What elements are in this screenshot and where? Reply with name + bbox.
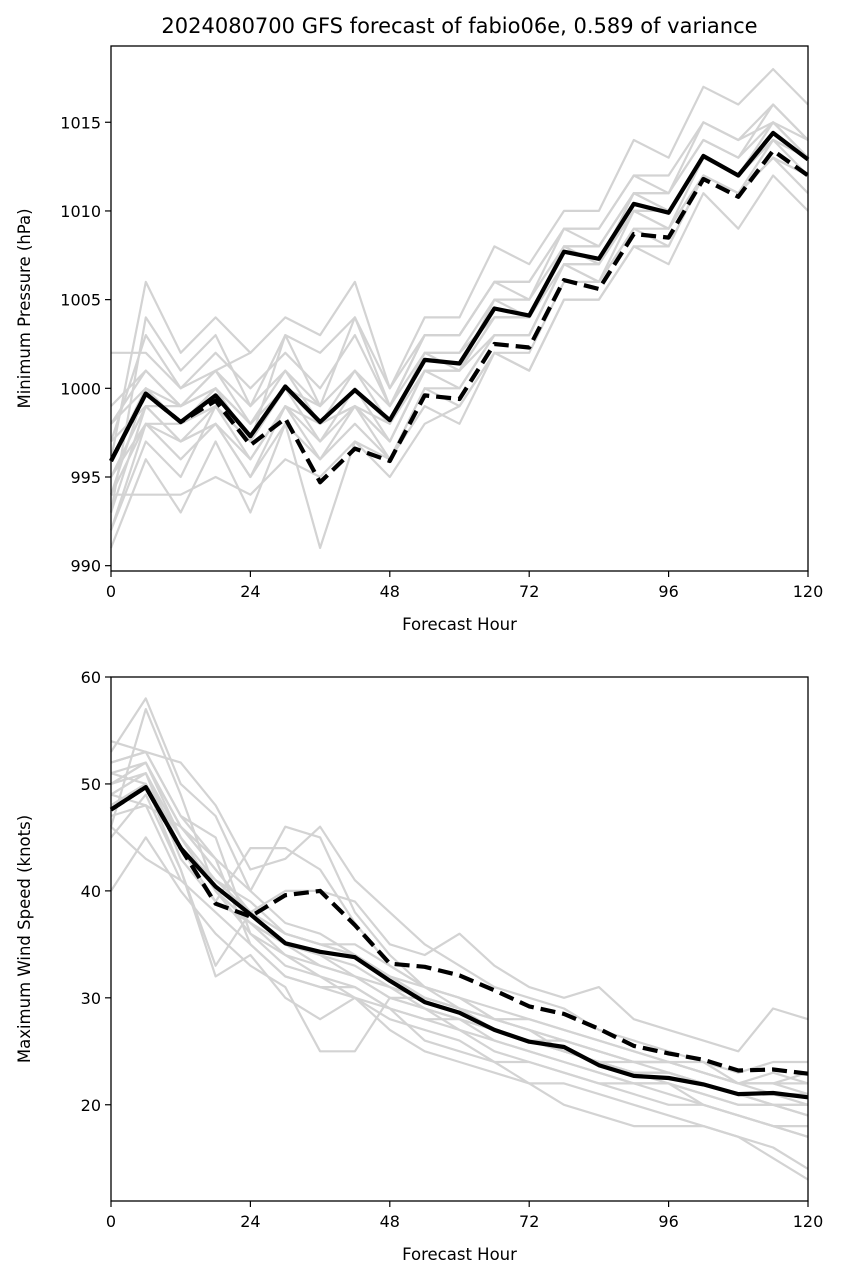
wind-ensemble-line-6 bbox=[110, 836, 808, 1106]
wind-y-tick-label: 50 bbox=[81, 775, 101, 794]
wind-ensemble-line-10 bbox=[110, 782, 809, 1181]
wind-ensemble-line-19 bbox=[110, 793, 809, 1106]
pressure-ensemble-line-3 bbox=[109, 156, 809, 531]
pressure-ensemble-line-19 bbox=[110, 138, 809, 496]
wind-ensemble-line-2 bbox=[110, 761, 808, 1096]
pressure-ensemble-line-6 bbox=[109, 174, 809, 550]
wind-x-tick-label: 0 bbox=[106, 1212, 116, 1231]
pressure-y-tick-label: 1005 bbox=[60, 291, 101, 310]
pressure-dashed-mean-line bbox=[109, 148, 810, 485]
pressure-x-tick-label: 96 bbox=[658, 582, 678, 601]
pressure-x-tick-label: 72 bbox=[519, 582, 539, 601]
pressure-ensemble-line-14 bbox=[110, 138, 809, 478]
pressure-solid-mean-line bbox=[109, 130, 810, 462]
wind-ensemble-line-20 bbox=[110, 825, 182, 882]
wind-y-tick-label: 60 bbox=[81, 668, 101, 687]
wind-ensemble-line-17 bbox=[110, 750, 808, 1085]
pressure-panel: 0 24 48 72 96 120 990 995 1000 1005 1010 1015 Foreca… bbox=[15, 45, 824, 634]
wind-x-tick-label: 48 bbox=[380, 1212, 400, 1231]
pressure-y-tick-label: 1010 bbox=[60, 202, 101, 221]
wind-y-axis-label: Maximum Wind Speed (knots) bbox=[15, 815, 34, 1063]
pressure-ensemble-line-13 bbox=[110, 121, 809, 425]
pressure-y-tick-label: 990 bbox=[70, 557, 101, 576]
pressure-ensemble-line-7 bbox=[110, 121, 809, 425]
wind-solid-mean-line bbox=[109, 784, 809, 1100]
wind-y-tick-label: 30 bbox=[81, 989, 101, 1008]
pressure-ensemble-line-10 bbox=[111, 156, 809, 496]
pressure-y-axis-label: Minimum Pressure (hPa) bbox=[15, 208, 34, 408]
pressure-y-tick-label: 1015 bbox=[60, 113, 101, 132]
pressure-x-axis-label: Forecast Hour bbox=[402, 615, 517, 634]
wind-ensemble-line-9 bbox=[110, 750, 809, 1138]
wind-panel: 0 24 48 72 96 120 20 30 40 50 60 Forecast Hour Maxim… bbox=[15, 668, 823, 1264]
wind-ensemble-line-12 bbox=[110, 804, 809, 1170]
pressure-x-tick-label: 120 bbox=[793, 582, 824, 601]
wind-ensemble-line-7 bbox=[110, 793, 809, 1053]
wind-x-tick-label: 120 bbox=[793, 1212, 824, 1231]
wind-y-tick-label: 20 bbox=[81, 1096, 101, 1115]
wind-dashed-mean-line bbox=[109, 784, 809, 1076]
pressure-ensemble-line-5 bbox=[109, 103, 809, 513]
wind-x-tick-label: 96 bbox=[658, 1212, 678, 1231]
pressure-plot-frame bbox=[110, 45, 809, 572]
wind-y-tick-label: 40 bbox=[81, 882, 101, 901]
wind-x-tick-label: 24 bbox=[240, 1212, 260, 1231]
pressure-x-tick-label: 24 bbox=[240, 582, 260, 601]
pressure-x-tick-label: 48 bbox=[380, 582, 400, 601]
wind-ensemble-line-11 bbox=[110, 772, 809, 1138]
wind-ensemble-line-16 bbox=[110, 782, 808, 1074]
wind-x-axis-label: Forecast Hour bbox=[402, 1245, 517, 1264]
wind-ensemble-line-15 bbox=[110, 761, 808, 1128]
pressure-ensemble-line-4 bbox=[109, 67, 809, 460]
wind-ensemble-line-8 bbox=[110, 772, 809, 1085]
pressure-y-tick-label: 995 bbox=[70, 468, 101, 487]
pressure-x-tick-label: 0 bbox=[106, 582, 116, 601]
wind-x-tick-label: 72 bbox=[519, 1212, 539, 1231]
wind-ensemble-line-18 bbox=[110, 772, 808, 1106]
chart-title: 2024080700 GFS forecast of fabio06e, 0.5… bbox=[161, 14, 757, 38]
wind-plot-frame bbox=[110, 676, 809, 1202]
pressure-y-tick-label: 1000 bbox=[60, 379, 101, 398]
